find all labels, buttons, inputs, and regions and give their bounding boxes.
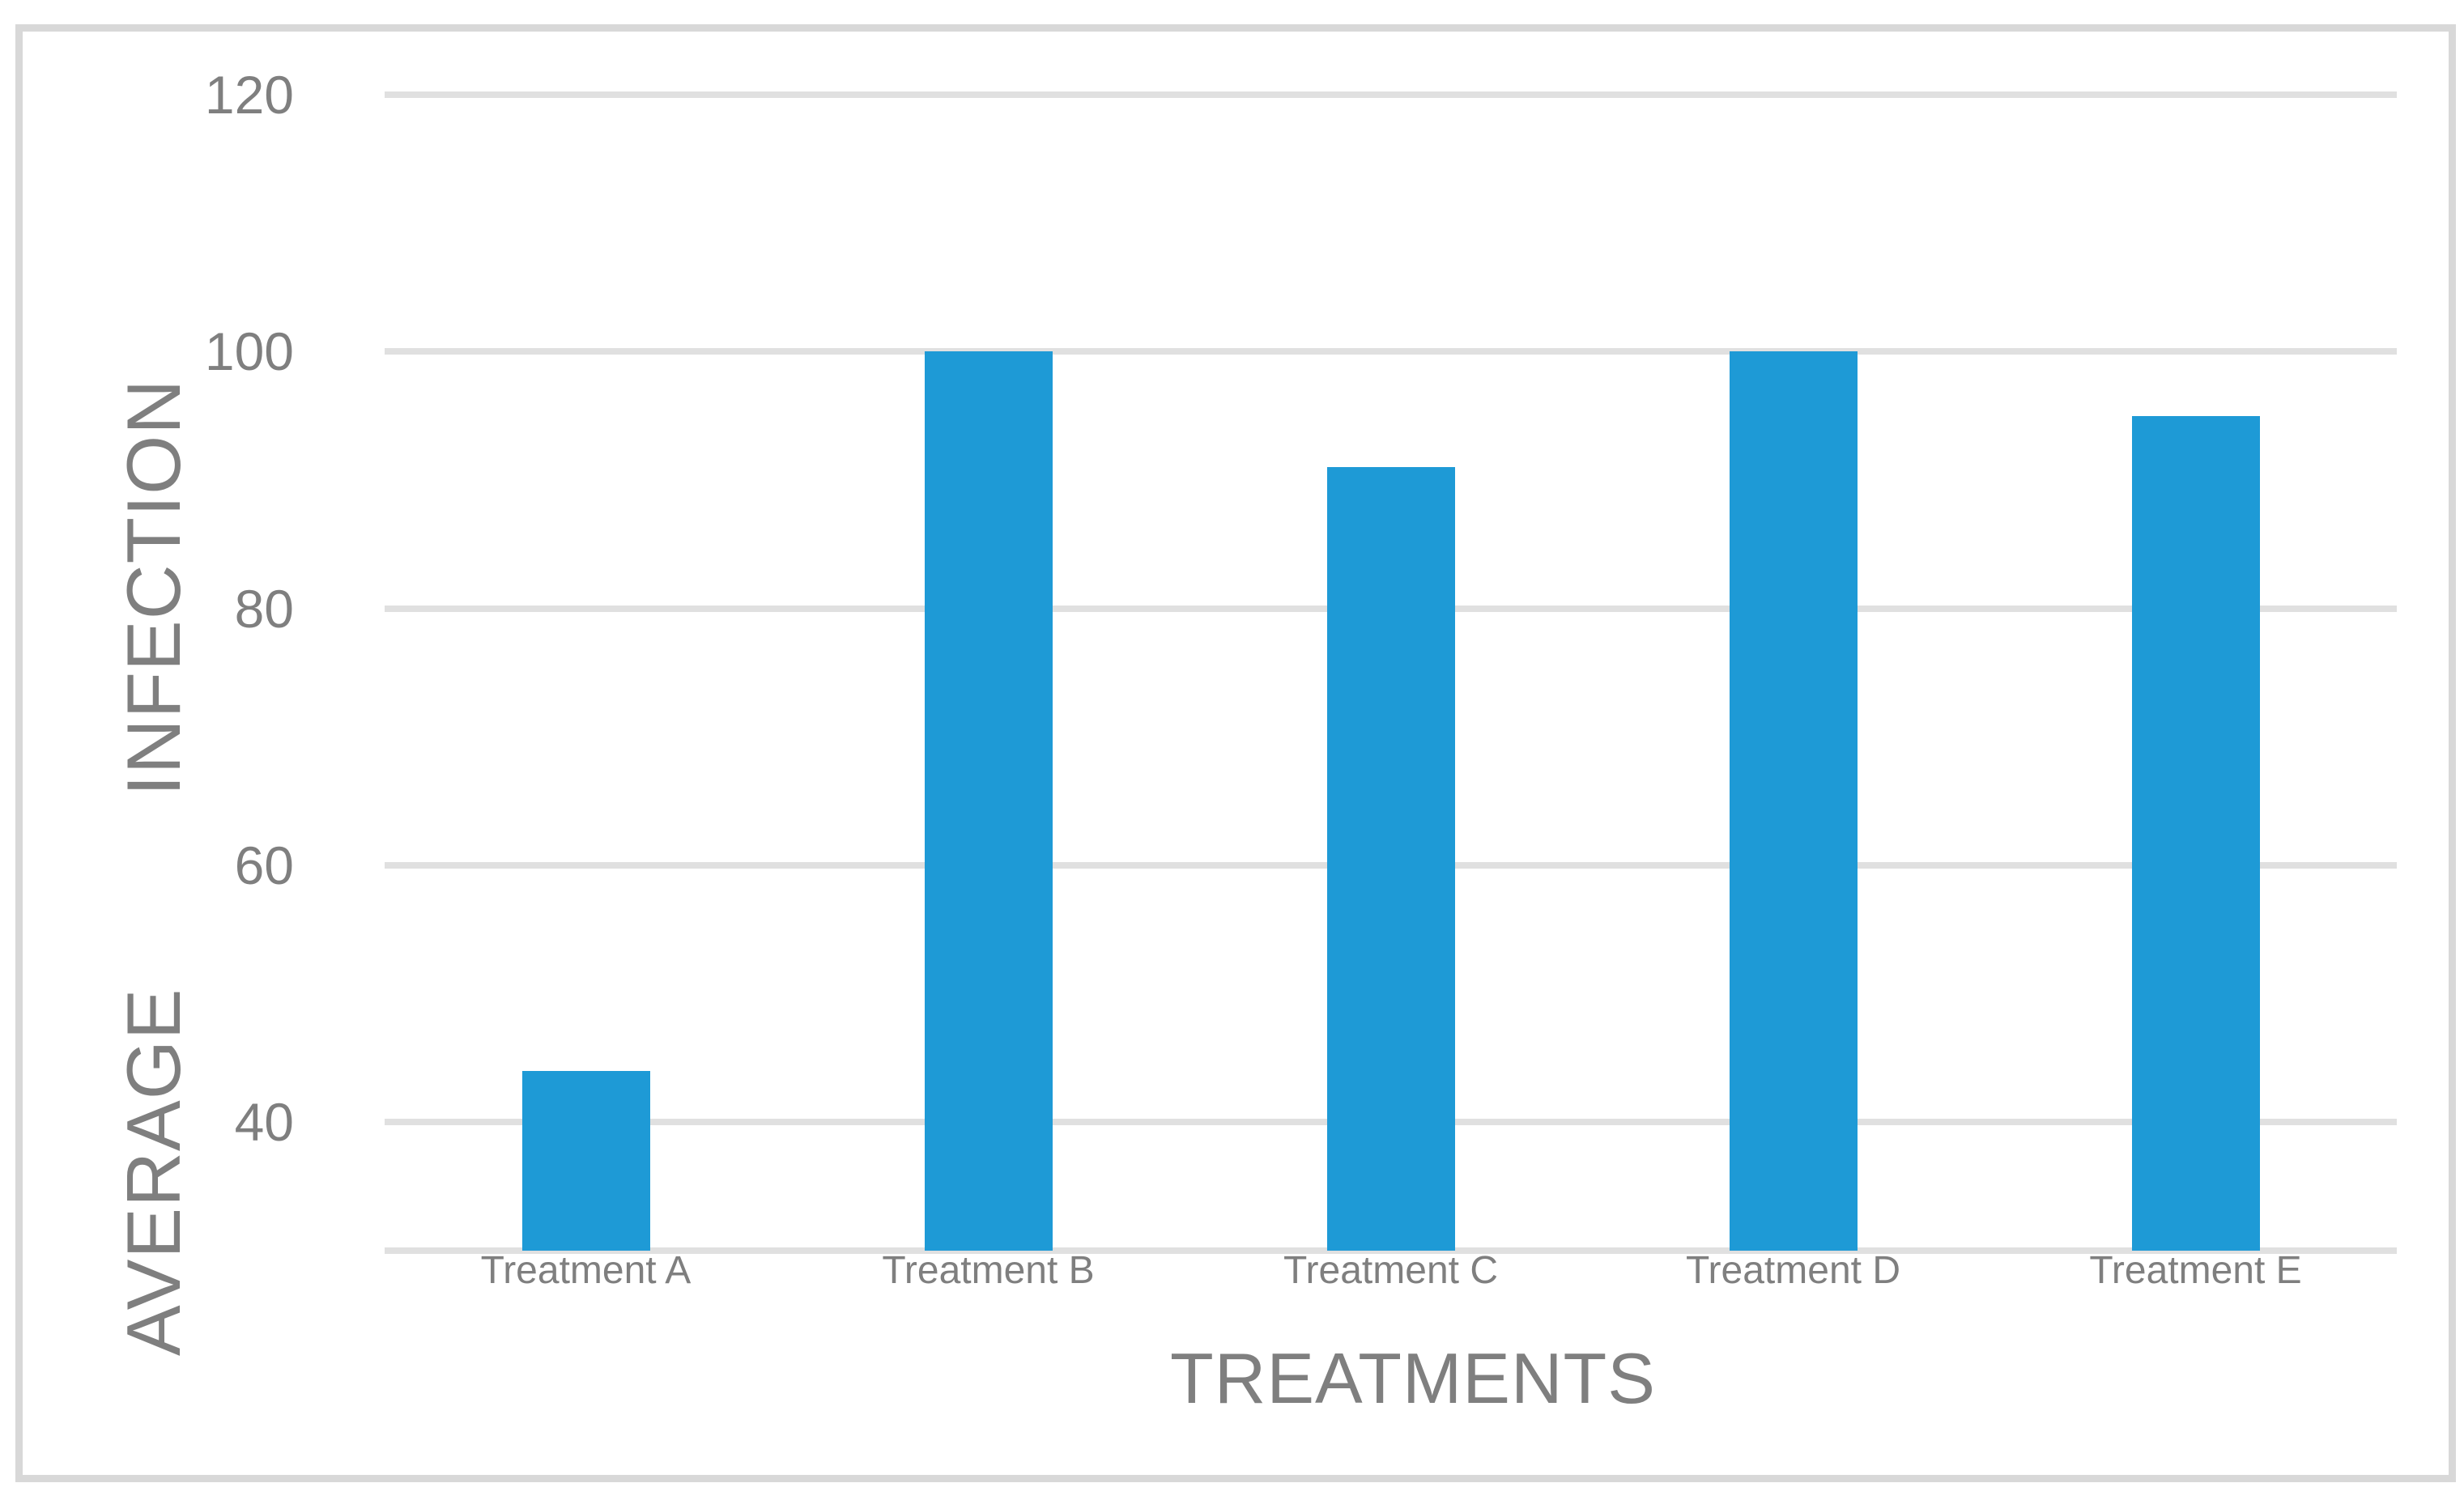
category-label-treatment-e: Treatment E: [2089, 1249, 2302, 1292]
chart-frame-border: 120 100 80 60 40 Treatment A Treatment B Treat…: [15, 24, 2456, 1482]
bar-treatment-d: [1729, 351, 1858, 1251]
category-label-treatment-c: Treatment C: [1283, 1249, 1498, 1292]
category-label-treatment-a: Treatment A: [480, 1249, 692, 1292]
y-tick-label-40: 40: [234, 1092, 294, 1153]
bar-treatment-c: [1326, 467, 1455, 1251]
y-axis-tick-labels: 120 100 80 60 40: [23, 32, 2449, 1475]
y-axis-title: AVERAGE INFECTION: [111, 378, 196, 1356]
gridline-120: [385, 91, 2397, 98]
bar-treatment-a: [521, 1070, 650, 1251]
x-axis-category-labels: Treatment A Treatment B Treatment C Treatme…: [23, 32, 2449, 1475]
gridline-100: [385, 348, 2397, 355]
x-axis-line: [385, 1247, 2397, 1254]
category-label-treatment-d: Treatment D: [1686, 1249, 1900, 1292]
y-tick-label-60: 60: [234, 835, 294, 895]
bars-layer: [23, 32, 2449, 1475]
bar-treatment-b: [924, 351, 1053, 1251]
y-tick-label-120: 120: [204, 65, 294, 125]
x-axis-title: TREATMENTS: [1170, 1338, 1656, 1418]
category-label-treatment-b: Treatment B: [882, 1249, 1095, 1292]
y-tick-label-80: 80: [234, 578, 294, 639]
bar-treatment-e: [2131, 415, 2260, 1251]
y-tick-label-100: 100: [204, 321, 294, 382]
